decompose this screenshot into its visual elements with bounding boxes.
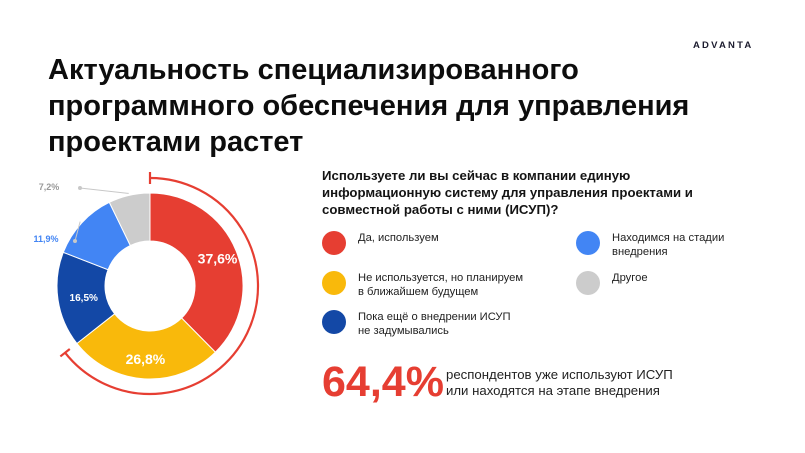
donut-slice xyxy=(149,192,244,353)
highlight-value: 64,4% xyxy=(322,358,444,406)
legend-swatch xyxy=(322,231,346,255)
slice-value-label: 16,5% xyxy=(70,293,98,304)
slice-value-label: 37,6% xyxy=(198,250,238,266)
outside-label-callouts xyxy=(73,186,129,243)
legend-label: Да, используем xyxy=(358,232,439,244)
legend-item: Не используется, но планируем в ближайше… xyxy=(322,271,528,299)
chart-legend: Да, используем Не используется, но планир… xyxy=(322,231,782,341)
legend-swatch xyxy=(576,231,600,255)
donut-slice xyxy=(108,192,151,247)
slice-labels: 37,6% 26,8% 16,5% 11,9% 7,2% xyxy=(33,182,237,367)
slice-value-label: 26,8% xyxy=(126,351,166,367)
donut-slices xyxy=(56,192,244,380)
legend-label: Не используется, но планируем в ближайше… xyxy=(358,272,524,298)
legend-item: Да, используем xyxy=(322,231,528,255)
legend-item: Находимся на стадии внедрения xyxy=(576,231,782,259)
legend-swatch xyxy=(322,310,346,334)
callout-line xyxy=(74,221,81,242)
legend-swatch xyxy=(576,271,600,295)
legend-label: Другое xyxy=(612,272,648,284)
red-highlight-arc xyxy=(64,176,260,396)
survey-question: Используете ли вы сейчас в компании един… xyxy=(322,168,693,217)
legend-label: Пока ещё о внедрении ИСУП не задумывалис… xyxy=(358,311,511,337)
slice-value-label: 11,9% xyxy=(33,234,58,244)
highlight-caption: респондентов уже используют ИСУП или нах… xyxy=(446,367,673,398)
slice-value-label: 7,2% xyxy=(39,182,60,192)
legend-item: Другое xyxy=(576,271,782,295)
legend-label: Находимся на стадии внедрения xyxy=(612,232,725,258)
callout-line xyxy=(79,187,129,194)
brand-logo: ADVANTA xyxy=(693,40,754,51)
callout-dot xyxy=(73,239,77,243)
page-title: Актуальность специализированного програм… xyxy=(48,54,690,158)
legend-swatch xyxy=(322,271,346,295)
donut-slice xyxy=(76,313,217,380)
red-arc-cap-bottom xyxy=(59,348,71,358)
donut-chart: 37,6% 26,8% 16,5% 11,9% 7,2% xyxy=(33,172,260,396)
callout-dot xyxy=(78,186,82,190)
legend-item: Пока ещё о внедрении ИСУП не задумывалис… xyxy=(322,310,528,338)
